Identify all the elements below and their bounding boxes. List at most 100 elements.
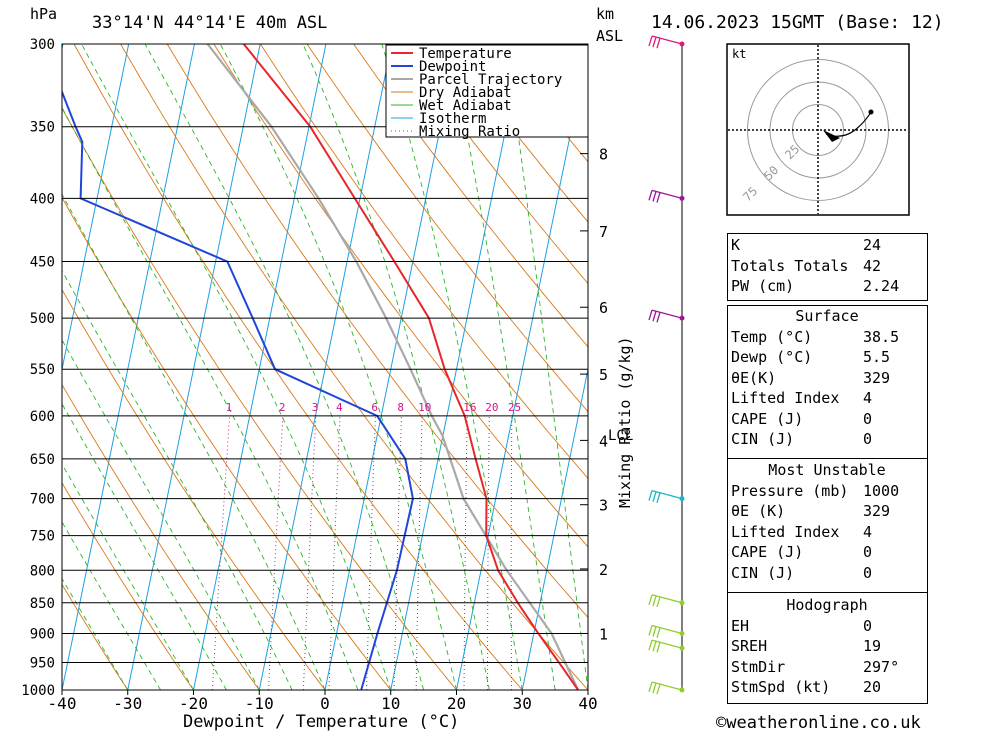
isotherm-line [390, 44, 524, 690]
surface-label: CIN (J) [731, 430, 795, 448]
surface-label: Temp (°C) [731, 327, 813, 346]
surface-value: 0 [863, 409, 873, 428]
mixing-ratio-label: 20 [485, 401, 498, 414]
hodo-value: 297° [863, 657, 900, 676]
location-title: 33°14'N 44°14'E 40m ASL [92, 13, 327, 33]
table-row: K 24 [727, 235, 927, 256]
mu-label: Pressure (mb) [731, 481, 849, 500]
pressure-tick-label: 750 [30, 529, 55, 545]
hodo-value: 20 [863, 678, 882, 696]
legend-wet-adiabat: Wet Adiabat [419, 98, 512, 114]
height-tick-label: 1 [599, 625, 608, 643]
mu-value: 329 [863, 502, 891, 520]
isotherm-line [193, 44, 327, 690]
table-row: PW (cm) 2.24 [727, 276, 927, 297]
mu-value: 4 [863, 522, 873, 541]
surface-label: Dewp (°C) [731, 348, 813, 366]
wet-adiabat-line [144, 44, 425, 690]
dewpoint-line [62, 89, 414, 690]
height-unit-asl: ASL [596, 27, 623, 45]
index-label: PW (cm) [731, 277, 795, 295]
wet-adiabat-line [381, 44, 523, 690]
mixing-ratio-label: 10 [418, 401, 431, 414]
wind-barb [648, 639, 685, 653]
wind-barb-feather [648, 35, 653, 47]
wind-barb-feather [652, 491, 657, 502]
surface-value: 329 [863, 368, 891, 387]
hodograph-end-point [868, 109, 874, 115]
x-axis-title: Dewpoint / Temperature (°C) [183, 712, 459, 732]
hodo-label: StmDir [731, 657, 786, 676]
mixing-ratio-line [510, 415, 513, 690]
dry-adiabat-line [213, 44, 588, 548]
surface-label: CAPE (J) [731, 409, 804, 428]
wet-adiabat-line [62, 193, 326, 690]
legend-temperature: Temperature [419, 46, 512, 62]
indices-table: K 24 Totals Totals 42 PW (cm) 2.24 [727, 235, 927, 297]
pressure-tick-label: 550 [30, 362, 55, 378]
x-tick-label: 40 [578, 694, 597, 713]
hodograph-table: Hodograph EH 0 SREH 19 StmDir 297° StmSpd (… [727, 595, 927, 698]
mixing-ratio-axis-title: Mixing Ratio (g/kg) [616, 336, 634, 508]
mixing-ratio-line [366, 415, 376, 690]
isotherm-line [62, 44, 195, 690]
most-unstable-table: Most Unstable Pressure (mb) 1000 θE (K) 32… [727, 460, 927, 583]
pressure-tick-label: 800 [30, 563, 55, 579]
index-value: 24 [863, 236, 882, 254]
wind-barb-feather [652, 311, 657, 322]
isotherm-line [521, 366, 588, 690]
wind-barb-feather [656, 312, 661, 323]
mixing-ratio-label: 3 [312, 401, 319, 414]
mu-value: 0 [863, 563, 873, 582]
table-row: StmSpd (kt) 20 [727, 677, 927, 698]
wind-barb-shaft [651, 309, 683, 319]
hodograph-title: Hodograph [786, 596, 868, 614]
mu-label: CIN (J) [731, 563, 795, 582]
table-row: CIN (J) 0 [727, 563, 927, 584]
index-value: 42 [863, 256, 882, 275]
wind-barb-shaft [651, 594, 683, 604]
height-unit-km: km [596, 5, 614, 23]
x-tick-label: -20 [179, 694, 208, 713]
mixing-ratio-line [328, 415, 341, 690]
legend-dewpoint: Dewpoint [419, 59, 486, 75]
wind-barb-shaft [651, 639, 683, 649]
pressure-tick-label: 900 [30, 626, 55, 642]
wind-barb [648, 309, 685, 323]
wind-barb-feather [648, 681, 653, 693]
height-tick-label: 2 [599, 561, 608, 579]
pressure-tick-label: 300 [30, 37, 55, 53]
hodo-value: 19 [863, 637, 882, 655]
pressure-tick-label: 600 [30, 409, 55, 425]
table-row: Lifted Index 4 [727, 388, 927, 409]
wind-barb-feather [652, 641, 657, 652]
table-row: CAPE (J) 0 [727, 409, 927, 430]
wind-barb-feather [656, 192, 661, 203]
table-row: θE(K) 329 [727, 368, 927, 389]
surface-label: θE(K) [731, 368, 777, 387]
hodo-label: StmSpd (kt) [731, 678, 831, 696]
hodograph-table-box [727, 592, 928, 704]
mixing-ratio-label: 4 [336, 401, 343, 414]
copyright-footer: ©weatheronline.co.uk [716, 713, 921, 733]
mixing-ratio-label: 16 [463, 401, 476, 414]
dry-adiabat-line [306, 44, 588, 413]
storm-motion-arrow [823, 130, 840, 142]
table-row: CAPE (J) 0 [727, 542, 927, 563]
dry-adiabat-line [73, 44, 523, 690]
wind-barb-shaft [651, 624, 683, 635]
x-tick-label: 20 [447, 694, 466, 713]
wind-barb-feather [656, 627, 661, 638]
wind-barb-feather [648, 625, 653, 636]
wind-barb-feather [652, 626, 657, 637]
height-tick-label: 8 [599, 146, 608, 164]
wet-adiabat-line [219, 44, 457, 690]
table-row: θE (K) 329 [727, 501, 927, 522]
hodograph-frame [726, 43, 910, 216]
wind-barb-feather [648, 594, 653, 605]
mixing-ratio-label: 25 [508, 401, 521, 414]
x-tick-label: 30 [513, 694, 532, 713]
table-row: Totals Totals 42 [727, 256, 927, 277]
table-row: Dewp (°C) 5.5 [727, 347, 927, 368]
